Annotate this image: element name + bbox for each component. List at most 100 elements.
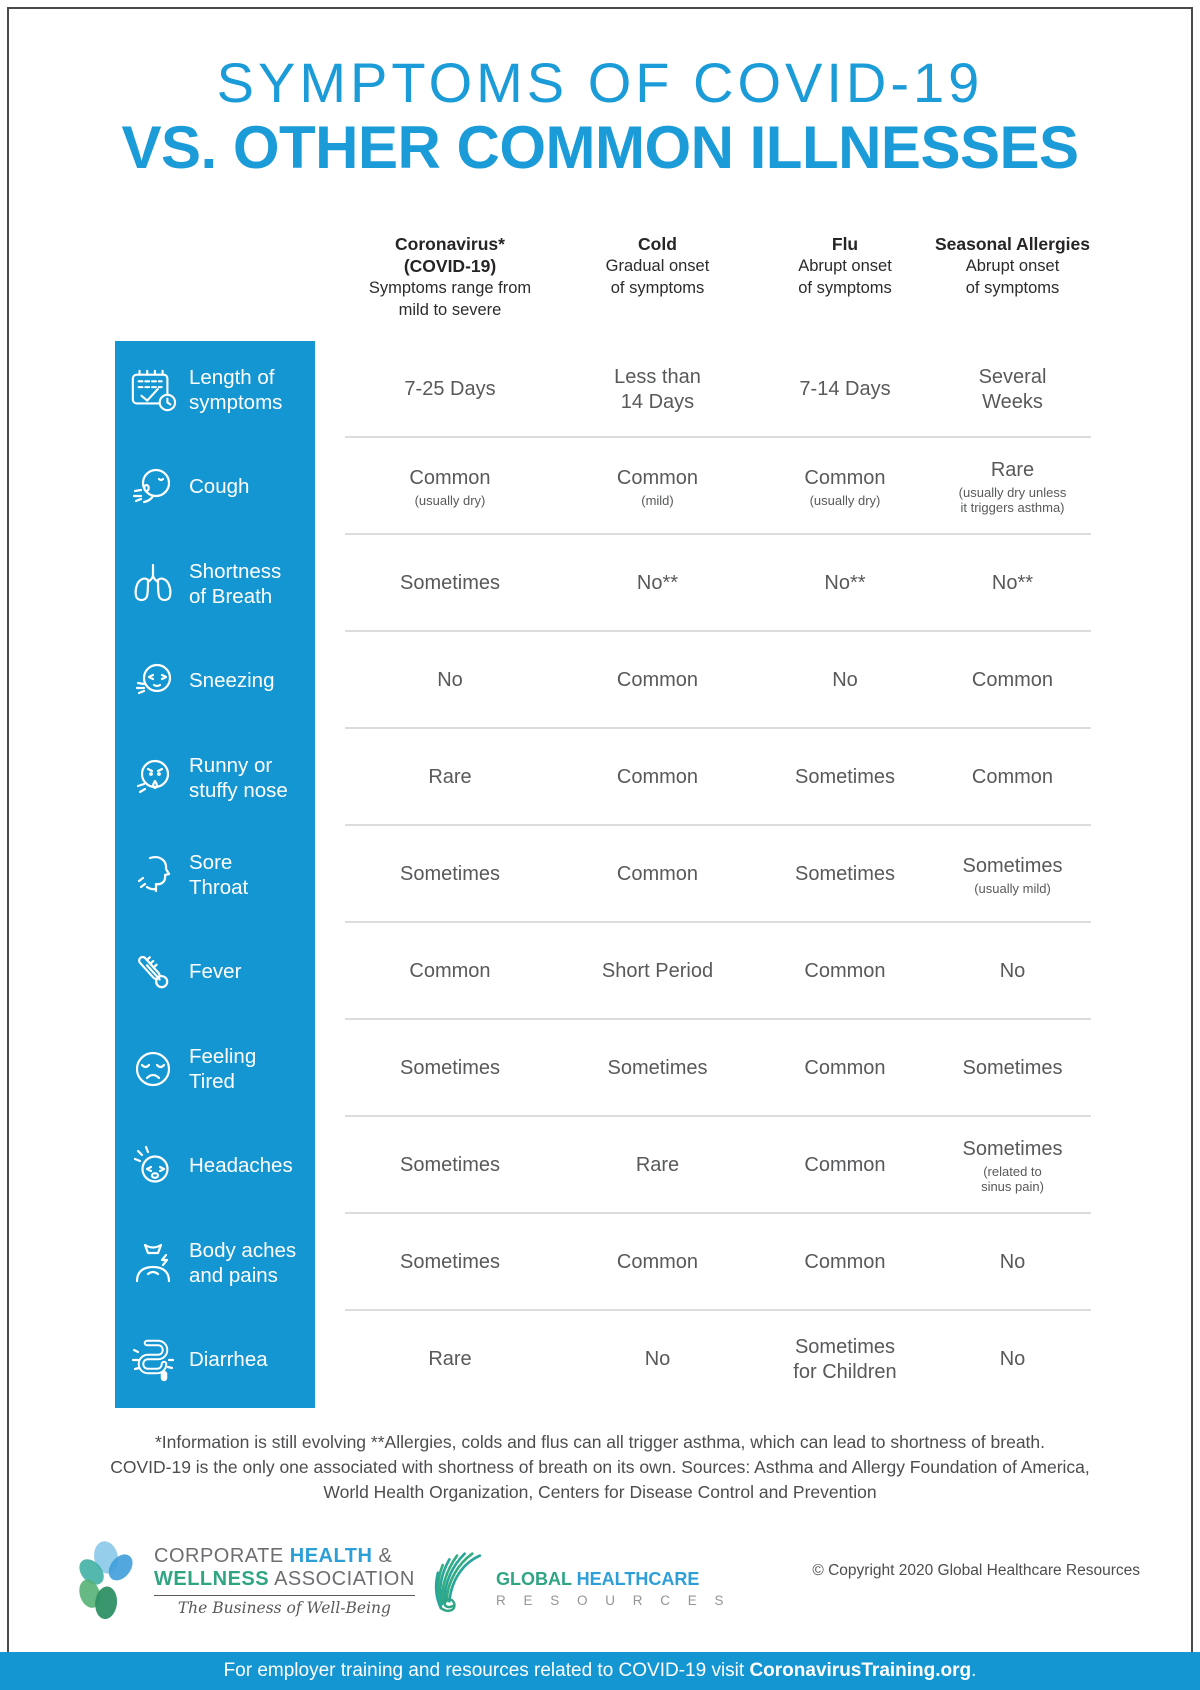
row-label: Runny or stuffy nose bbox=[189, 753, 288, 802]
banner-text: For employer training and resources rela… bbox=[223, 1660, 977, 1681]
column-title: Flu bbox=[831, 234, 859, 254]
column-header-cold: Cold Gradual onset of symptoms bbox=[555, 233, 760, 321]
cell-allergies: No bbox=[930, 923, 1095, 1020]
cell-cold: Rare bbox=[555, 1117, 760, 1214]
cell-covid: Sometimes bbox=[315, 535, 555, 632]
cell-flu: Sometimes for Children bbox=[760, 1311, 930, 1408]
cell-value: No bbox=[644, 1348, 671, 1370]
cell-value: Common bbox=[804, 960, 886, 982]
row-header-cough: Cough bbox=[115, 438, 315, 535]
row-header-sore-throat: Sore Throat bbox=[115, 826, 315, 923]
chwa-name-line1: CORPORATE HEALTH & bbox=[154, 1545, 393, 1567]
row-label: Shortness of Breath bbox=[189, 559, 282, 608]
cell-value: Common bbox=[971, 669, 1054, 691]
cell-value: 7-14 Days bbox=[799, 378, 891, 400]
cell-covid: Sometimes bbox=[315, 1214, 555, 1311]
column-title: Seasonal Allergies bbox=[935, 234, 1090, 254]
cell-value: Sometimes bbox=[399, 1057, 501, 1079]
cell-note: (usually dry unless it triggers asthma) bbox=[958, 485, 1067, 515]
row-label: Cough bbox=[189, 475, 250, 498]
ghr-logo: GLOBAL HEALTHCARE R E S O U R C E S bbox=[428, 1548, 731, 1628]
column-headers: Coronavirus* (COVID-19) Symptoms range f… bbox=[115, 233, 1095, 321]
diarrhea-icon bbox=[128, 1335, 178, 1385]
row-label: Diarrhea bbox=[189, 1348, 268, 1371]
cell-cold: Common bbox=[555, 632, 760, 729]
cell-covid: Sometimes bbox=[315, 1020, 555, 1117]
cell-flu: Common (usually dry) bbox=[760, 438, 930, 535]
cell-value: No** bbox=[824, 572, 866, 594]
cell-value: No** bbox=[991, 572, 1034, 594]
table-row-headaches: Headaches Sometimes Rare Common Sometime… bbox=[115, 1117, 1095, 1214]
cell-allergies: No bbox=[930, 1311, 1095, 1408]
column-header-allergies: Seasonal Allergies Abrupt onset of sympt… bbox=[930, 233, 1095, 321]
cell-covid: Sometimes bbox=[315, 826, 555, 923]
cell-value: Sometimes bbox=[607, 1057, 708, 1079]
row-header-sneezing: Sneezing bbox=[115, 632, 315, 729]
cell-note: (usually mild) bbox=[974, 880, 1051, 896]
ghr-feather-icon bbox=[428, 1548, 486, 1628]
tired-face-icon bbox=[128, 1044, 178, 1094]
cell-cold: Common bbox=[555, 826, 760, 923]
row-header-length-of-symptoms: Length of symptoms bbox=[115, 341, 315, 438]
row-header-fever: Fever bbox=[115, 923, 315, 1020]
row-header-feeling-tired: Feeling Tired bbox=[115, 1020, 315, 1117]
cell-value: Sometimes bbox=[962, 1138, 1063, 1160]
cell-flu: Sometimes bbox=[760, 826, 930, 923]
cell-value: Sometimes bbox=[794, 863, 896, 885]
coronavirustraining-link[interactable]: CoronavirusTraining.org bbox=[749, 1660, 972, 1681]
cell-value: Common bbox=[616, 669, 699, 691]
cell-covid: Common (usually dry) bbox=[315, 438, 555, 535]
cell-flu: Common bbox=[760, 923, 930, 1020]
cell-value: No bbox=[999, 1251, 1026, 1273]
cell-value: Sometimes bbox=[399, 863, 501, 885]
table-row-sneezing: Sneezing No Common No Common bbox=[115, 632, 1095, 729]
page-title-line2: VS. OTHER COMMON ILLNESSES bbox=[121, 114, 1079, 181]
column-header-flu: Flu Abrupt onset of symptoms bbox=[760, 233, 930, 321]
cell-value: Common bbox=[616, 1251, 699, 1273]
cell-cold: Short Period bbox=[555, 923, 760, 1020]
cell-allergies: Sometimes (related to sinus pain) bbox=[930, 1117, 1095, 1214]
cell-value: No** bbox=[636, 572, 679, 594]
cell-value: Sometimes bbox=[399, 572, 501, 594]
column-subtitle: Abrupt onset of symptoms bbox=[965, 257, 1060, 297]
cell-covid: Common bbox=[315, 923, 555, 1020]
table-row-body-aches-and-pains: Body aches and pains Sometimes Common Co… bbox=[115, 1214, 1095, 1311]
calendar-icon bbox=[128, 365, 178, 415]
row-header-shortness-of-breath: Shortness of Breath bbox=[115, 535, 315, 632]
table-row-feeling-tired: Feeling Tired Sometimes Sometimes Common… bbox=[115, 1020, 1095, 1117]
cell-flu: 7-14 Days bbox=[760, 341, 930, 438]
ghr-name-line2: R E S O U R C E S bbox=[496, 1592, 731, 1608]
row-label: Sneezing bbox=[189, 669, 275, 692]
cell-cold: Common bbox=[555, 1214, 760, 1311]
cell-value: 7-25 Days bbox=[404, 378, 496, 400]
page-title-line1: SYMPTOMS OF COVID-19 bbox=[216, 51, 984, 114]
chwa-divider bbox=[154, 1595, 415, 1596]
sore-throat-icon bbox=[128, 850, 178, 900]
cell-value: Common bbox=[409, 960, 491, 982]
table-row-length-of-symptoms: Length of symptoms 7-25 Days Less than 1… bbox=[115, 341, 1095, 438]
table-row-fever: Fever Common Short Period Common No bbox=[115, 923, 1095, 1020]
cell-flu: No** bbox=[760, 535, 930, 632]
cell-value: Sometimes bbox=[399, 1251, 501, 1273]
copyright-text: © Copyright 2020 Global Healthcare Resou… bbox=[812, 1562, 1140, 1579]
row-header-headaches: Headaches bbox=[115, 1117, 315, 1214]
cell-value: Sometimes bbox=[962, 1057, 1063, 1079]
row-header-runny-or-stuffy-nose: Runny or stuffy nose bbox=[115, 729, 315, 826]
column-subtitle: Gradual onset of symptoms bbox=[605, 257, 710, 297]
cell-value: Common bbox=[804, 466, 886, 489]
cell-value: Common bbox=[616, 863, 699, 885]
cell-value: Sometimes bbox=[399, 1154, 501, 1176]
column-header-spacer bbox=[115, 233, 315, 321]
row-header-diarrhea: Diarrhea bbox=[115, 1311, 315, 1408]
cell-flu: No bbox=[760, 632, 930, 729]
cell-value: Rare bbox=[635, 1154, 680, 1176]
cell-allergies: No bbox=[930, 1214, 1095, 1311]
column-header-covid: Coronavirus* (COVID-19) Symptoms range f… bbox=[315, 233, 555, 321]
row-header-body-aches-and-pains: Body aches and pains bbox=[115, 1214, 315, 1311]
cell-value: Rare bbox=[990, 459, 1035, 481]
chwa-flower-icon bbox=[68, 1535, 146, 1627]
cell-allergies: Common bbox=[930, 729, 1095, 826]
bottom-banner: For employer training and resources rela… bbox=[0, 1652, 1200, 1690]
cell-value: No bbox=[999, 960, 1026, 982]
